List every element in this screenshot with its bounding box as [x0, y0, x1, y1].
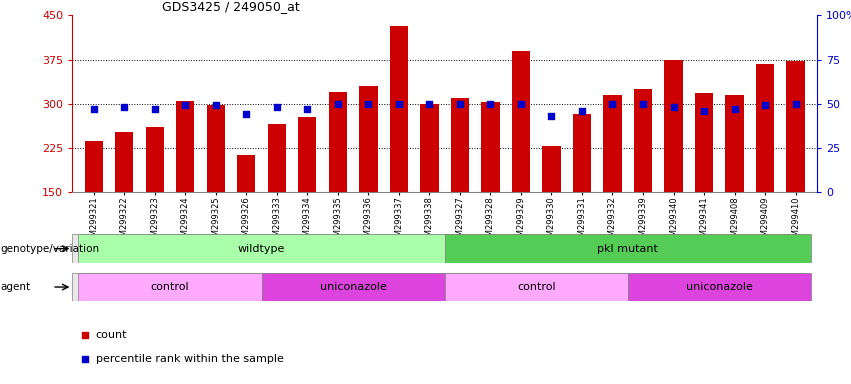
Point: [637, 101, 650, 107]
Point: [362, 101, 375, 107]
Point: [77, 356, 91, 362]
Bar: [176, 101, 194, 192]
Point: [87, 106, 100, 112]
Text: percentile rank within the sample: percentile rank within the sample: [95, 354, 283, 364]
Point: [239, 111, 253, 118]
Point: [666, 104, 680, 110]
Text: agent: agent: [1, 282, 31, 292]
Text: count: count: [95, 331, 128, 341]
Bar: [207, 105, 225, 192]
Point: [575, 108, 589, 114]
Bar: [444, 234, 811, 263]
Bar: [298, 117, 317, 192]
Point: [179, 103, 192, 109]
Text: genotype/variation: genotype/variation: [1, 243, 100, 254]
Bar: [665, 60, 683, 192]
Bar: [628, 273, 811, 301]
Bar: [603, 95, 621, 192]
Text: pkl mutant: pkl mutant: [597, 243, 658, 254]
Bar: [634, 89, 652, 192]
Bar: [390, 26, 408, 192]
Point: [728, 106, 741, 112]
Point: [453, 101, 466, 107]
Point: [697, 108, 711, 114]
Bar: [268, 124, 286, 192]
Bar: [78, 273, 261, 301]
Point: [331, 101, 345, 107]
Point: [758, 103, 772, 109]
Point: [789, 101, 802, 107]
Bar: [695, 93, 713, 192]
Point: [300, 106, 314, 112]
Bar: [451, 98, 469, 192]
Text: GDS3425 / 249050_at: GDS3425 / 249050_at: [162, 0, 300, 13]
Point: [545, 113, 558, 119]
Bar: [420, 104, 438, 192]
Point: [117, 104, 131, 110]
Bar: [84, 141, 103, 192]
Bar: [511, 51, 530, 192]
Text: uniconazole: uniconazole: [686, 282, 753, 292]
Bar: [444, 273, 628, 301]
Point: [606, 101, 620, 107]
Bar: [573, 114, 591, 192]
Point: [423, 101, 437, 107]
Bar: [115, 132, 134, 192]
Point: [483, 101, 497, 107]
Text: control: control: [151, 282, 189, 292]
Bar: [482, 102, 500, 192]
Text: wildtype: wildtype: [238, 243, 285, 254]
Point: [209, 103, 223, 109]
Bar: [328, 92, 347, 192]
Bar: [725, 95, 744, 192]
Point: [514, 101, 528, 107]
Bar: [756, 64, 774, 192]
Bar: [146, 127, 164, 192]
Bar: [78, 234, 444, 263]
Point: [270, 104, 283, 110]
Text: control: control: [517, 282, 556, 292]
Bar: [542, 146, 561, 192]
Point: [148, 106, 162, 112]
Point: [77, 333, 91, 339]
Bar: [261, 273, 444, 301]
Text: uniconazole: uniconazole: [320, 282, 386, 292]
Bar: [359, 86, 378, 192]
Point: [392, 101, 406, 107]
Bar: [786, 61, 805, 192]
Bar: [237, 155, 255, 192]
